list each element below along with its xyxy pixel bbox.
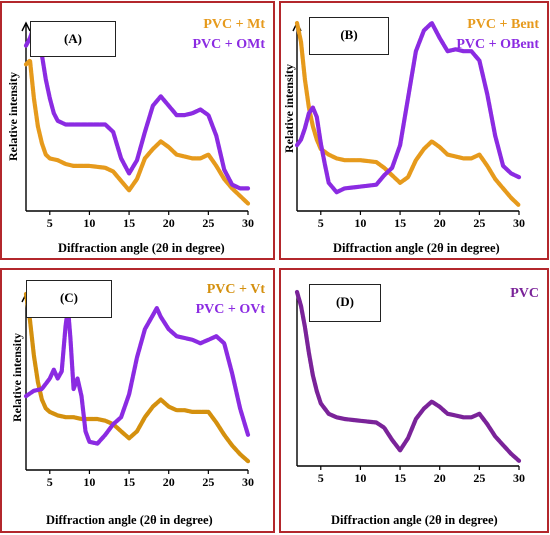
panel-b-label: (B) [309, 17, 389, 55]
legend-entry-pvc-mt: PVC + Mt [203, 17, 265, 32]
panel-a-legend: PVC + Mt PVC + OMt [192, 15, 265, 55]
chart-b-svg: 5 10 15 20 25 30 [292, 20, 525, 230]
series-line-0 [294, 20, 522, 208]
chart-c-svg: 5 10 15 20 25 30 [21, 291, 254, 489]
x-tick-label: 30 [513, 216, 525, 230]
x-tick-label: 20 [163, 475, 175, 489]
panel-c: 5 10 15 20 25 30 (C) PVC + Vt PVC + OVt Relat… [0, 268, 275, 533]
x-tick-label: 5 [318, 471, 324, 485]
x-tick-label: 10 [83, 216, 95, 230]
series-line-0 [23, 58, 251, 206]
x-tick-label: 5 [318, 216, 324, 230]
x-tick-label: 25 [202, 475, 214, 489]
panel-a-xlabel: Diffraction angle (2θ in degree) [58, 241, 225, 255]
x-tick-label: 25 [202, 216, 214, 230]
legend-entry-pvc-ovt: PVC + OVt [195, 302, 265, 317]
panel-c-xlabel: Diffraction angle (2θ in degree) [46, 513, 213, 527]
legend-entry-pvc-bent: PVC + Bent [467, 17, 539, 32]
panel-b-ylabel: Relative intensity [282, 64, 296, 153]
x-tick-label: 25 [473, 471, 485, 485]
x-tick-label: 5 [47, 475, 53, 489]
chart-a-svg: 5 10 15 20 25 30 [21, 21, 254, 230]
series-line-1 [23, 306, 251, 446]
panel-c-legend: PVC + Vt PVC + OVt [196, 280, 265, 320]
series-line-0 [294, 289, 522, 463]
x-tick-label: 15 [123, 475, 135, 489]
x-tick-label: 15 [394, 471, 406, 485]
series-line-1 [294, 20, 522, 195]
panel-b-legend: PVC + Bent PVC + OBent [456, 15, 539, 55]
x-tick-label: 10 [83, 475, 95, 489]
x-tick-label: 20 [163, 216, 175, 230]
series-line-1 [23, 24, 251, 191]
panel-d-xlabel: Diffraction angle (2θ in degree) [331, 513, 498, 527]
panel-d-label: (D) [309, 284, 381, 322]
x-tick-label: 30 [513, 471, 525, 485]
legend-entry-pvc-omt: PVC + OMt [192, 37, 265, 52]
panel-d: 5 10 15 20 25 30 (D) PVC Diffraction angle (2… [279, 268, 549, 533]
x-tick-label: 30 [242, 475, 254, 489]
y-axis-arrow [21, 21, 31, 32]
series-line-0 [23, 291, 251, 464]
legend-entry-pvc-vt: PVC + Vt [206, 282, 265, 297]
panel-b-xlabel: Diffraction angle (2θ in degree) [333, 241, 500, 255]
x-tick-label: 30 [242, 216, 254, 230]
panel-b: 5 10 15 20 25 30 (B) PVC + Bent PVC + OBent R… [279, 1, 549, 260]
x-tick-label: 10 [354, 216, 366, 230]
panel-a-label: (A) [30, 21, 116, 57]
panel-a: 5 10 15 20 25 30 (A) PVC + Mt PVC + OMt Relat… [0, 1, 275, 260]
x-tick-label: 15 [123, 216, 135, 230]
x-tick-label: 20 [434, 216, 446, 230]
panel-c-ylabel: Relative intensity [10, 333, 24, 422]
panel-a-ylabel: Relative intensity [6, 72, 20, 161]
legend-entry-pvc-obent: PVC + OBent [456, 37, 539, 52]
panel-d-legend: PVC [510, 284, 539, 304]
x-tick-label: 5 [47, 216, 53, 230]
x-tick-label: 15 [394, 216, 406, 230]
x-tick-label: 20 [434, 471, 446, 485]
legend-entry-pvc: PVC [510, 286, 539, 301]
x-tick-label: 10 [354, 471, 366, 485]
x-tick-label: 25 [473, 216, 485, 230]
panel-c-label: (C) [26, 280, 112, 318]
chart-d-svg: 5 10 15 20 25 30 [294, 289, 525, 485]
